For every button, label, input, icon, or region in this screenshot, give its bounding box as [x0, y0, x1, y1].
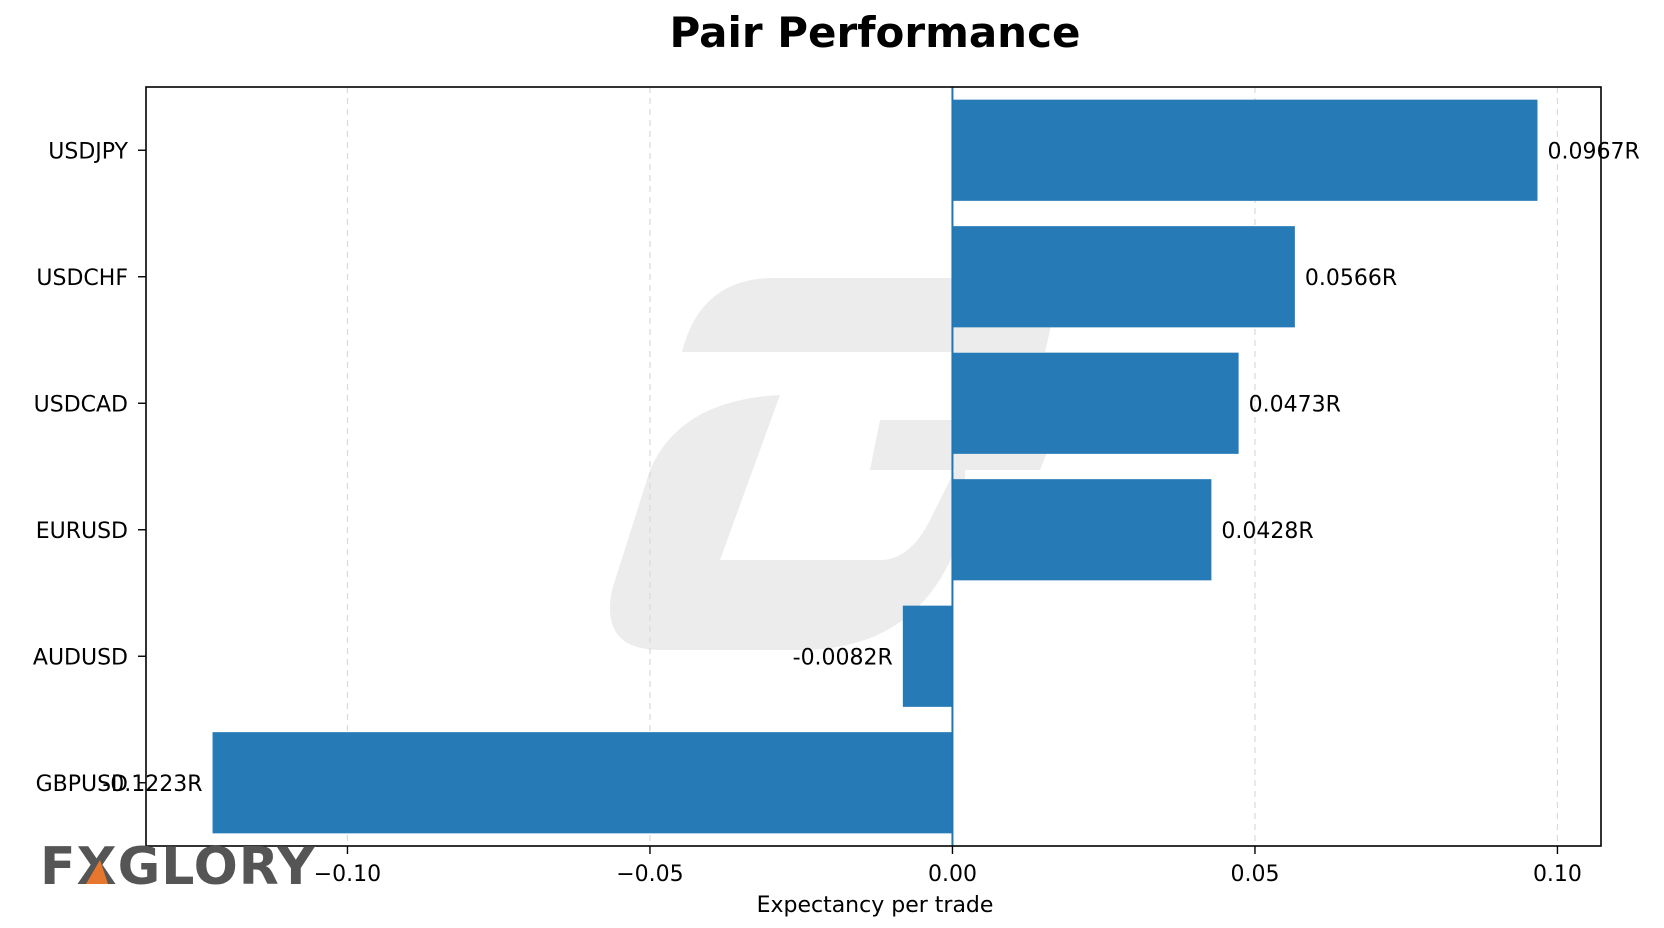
bars	[212, 99, 1538, 834]
y-tick-label: USDCHF	[36, 266, 128, 291]
bar-usdjpy	[952, 99, 1538, 201]
data-label: -0.0082R	[793, 645, 893, 670]
watermark-logo-icon	[610, 278, 1062, 650]
data-labels: 0.0967R 0.0566R 0.0473R 0.0428R -0.0082R -0.1…	[102, 139, 1639, 797]
x-tick-label: −0.10	[314, 862, 381, 887]
bar-audusd	[902, 605, 953, 707]
data-label: 0.0428R	[1221, 519, 1313, 544]
y-tick-label: GBPUSD	[36, 772, 128, 797]
brand-logo-text: FXGLORY	[40, 837, 316, 897]
data-label: 0.0473R	[1249, 392, 1341, 417]
data-label: 0.0566R	[1305, 266, 1397, 291]
bar-eurusd	[952, 479, 1212, 581]
brand-logo: FXGLORY	[40, 837, 316, 897]
y-axis: USDJPY USDCHF USDCAD EURUSD AUDUSD GBPUSD	[33, 139, 146, 797]
y-tick-label: EURUSD	[36, 519, 128, 544]
plot-frame	[145, 86, 1602, 847]
x-axis: −0.10 −0.05 0.00 0.05 0.10	[314, 846, 1582, 887]
x-tick-label: 0.00	[928, 862, 977, 887]
y-tick-label: AUDUSD	[33, 645, 128, 670]
y-tick-label: USDJPY	[48, 139, 128, 164]
bar-usdchf	[952, 226, 1295, 328]
data-label: -0.1223R	[102, 772, 202, 797]
x-tick-label: 0.05	[1230, 862, 1279, 887]
y-tick-label: USDCAD	[34, 392, 128, 417]
bar-usdcad	[952, 352, 1239, 454]
bar-gbpusd	[212, 732, 953, 834]
chart-title: Pair Performance	[670, 8, 1081, 57]
data-label: 0.0967R	[1547, 139, 1639, 164]
x-tick-label: −0.05	[616, 862, 683, 887]
x-tick-label: 0.10	[1533, 862, 1582, 887]
brand-logo-accent-icon	[86, 860, 108, 884]
x-axis-label: Expectancy per trade	[757, 893, 994, 918]
